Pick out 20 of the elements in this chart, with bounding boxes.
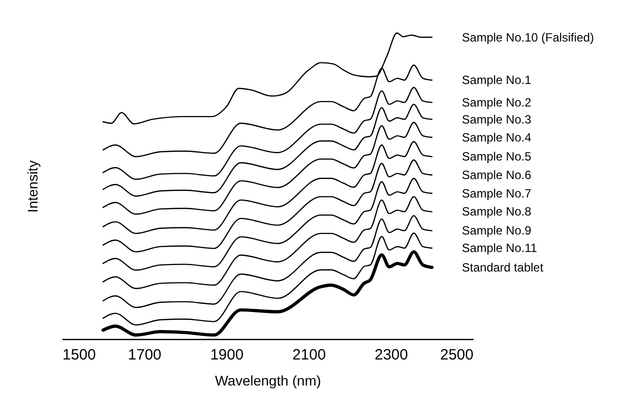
text: Sample No.2	[462, 95, 532, 110]
text: Sample No.5	[462, 150, 532, 164]
x-tick-label: 2500	[440, 346, 474, 364]
text: Sample No.6	[462, 168, 532, 182]
x-tick-label: 2300	[374, 346, 408, 364]
x-tick-label: 1900	[210, 346, 244, 364]
text: Standard tablet	[462, 260, 544, 274]
text: Sample No.8	[462, 204, 532, 219]
x-tick-label: 1500	[62, 346, 96, 364]
y-axis-title: Intensity	[24, 160, 40, 213]
x-axis-title: Wavelength (nm)	[214, 372, 322, 388]
x-tick-label: 2100	[292, 346, 326, 364]
text: Sample No.7	[462, 186, 532, 200]
text: Sample No.11	[462, 241, 538, 256]
x-tick-label: 1700	[128, 346, 162, 364]
text: Sample No.1	[462, 73, 532, 88]
text: Sample No.4	[462, 130, 532, 144]
text: Sample No.10 (Falsified)	[462, 30, 594, 44]
text: Sample No.9	[462, 224, 532, 238]
text: Sample No.3	[462, 112, 532, 126]
